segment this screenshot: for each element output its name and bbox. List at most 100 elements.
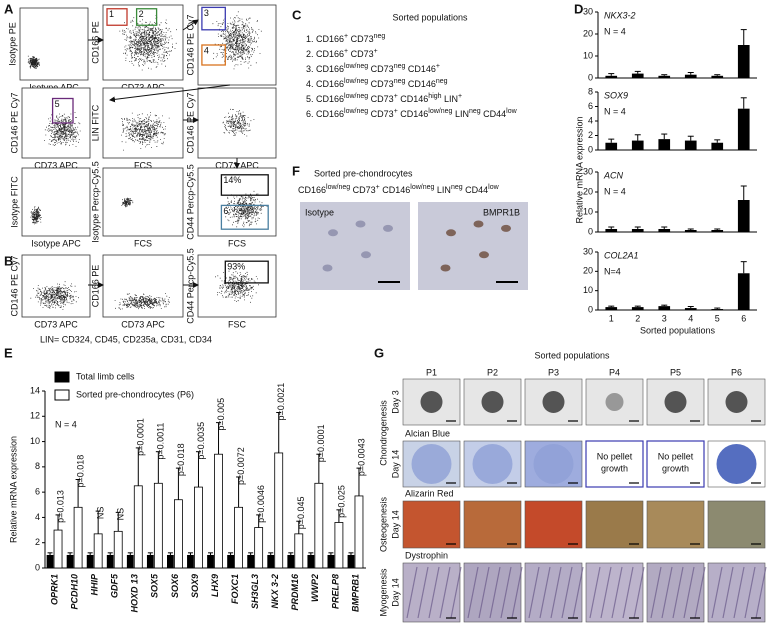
- text-part: CD44: [481, 109, 507, 119]
- myotube: [561, 566, 573, 619]
- stain-label: Alcian Blue: [405, 428, 450, 438]
- cell: [446, 229, 456, 237]
- y-tick-label: 6: [35, 487, 40, 497]
- column-header: P5: [670, 367, 681, 377]
- bar: [207, 554, 214, 569]
- myotube: [539, 566, 551, 619]
- x-axis-label: CD73 APC: [121, 82, 165, 92]
- text-part: 6. CD166: [306, 109, 344, 119]
- y-tick-label: 20: [583, 28, 593, 38]
- text-part: 4. CD166: [306, 79, 344, 89]
- cell: [322, 264, 333, 272]
- bar: [247, 554, 255, 569]
- note: N = 4: [55, 419, 77, 429]
- bar: [737, 273, 750, 310]
- myotube: [755, 566, 767, 619]
- x-tick-label: LHX9: [210, 574, 220, 597]
- cell: [501, 224, 511, 232]
- micrograph: [646, 500, 705, 549]
- p-value: p=0.0001: [316, 424, 326, 462]
- x-tick-label: BMPRB1: [350, 574, 360, 612]
- myotube: [683, 566, 695, 619]
- x-tick-label: SOX9: [190, 574, 200, 598]
- pellet: [411, 444, 452, 484]
- text-part: CD73: [368, 109, 394, 119]
- bar: [605, 142, 618, 150]
- day-label: Day 3: [390, 390, 400, 414]
- bar: [187, 554, 194, 569]
- note: N = 4: [604, 186, 626, 196]
- myotube: [633, 566, 645, 619]
- event-dots: [121, 197, 134, 208]
- x-axis-label: FCS: [228, 238, 246, 248]
- superscript: neg: [394, 63, 406, 70]
- y-tick-label: 4: [588, 115, 593, 125]
- x-axis-label: Isotype APC: [31, 238, 81, 248]
- superscript: low/neg: [326, 184, 350, 191]
- x-axis-label: Sorted populations: [640, 325, 716, 335]
- text-part: LIN: [442, 94, 459, 104]
- bar: [658, 229, 671, 232]
- superscript: neg: [436, 78, 448, 85]
- image-label: Isotype: [305, 207, 334, 217]
- gene-name: SOX9: [604, 90, 628, 100]
- x-tick-label: PRDM16: [290, 573, 300, 611]
- myotube: [428, 566, 440, 619]
- event-dots: [121, 112, 170, 151]
- bar: [274, 452, 284, 569]
- panel-subtitle: CD166low/neg CD73+ CD146low/neg LINneg C…: [298, 184, 500, 195]
- group-label: Osteogenesis: [378, 496, 388, 552]
- myotube: [650, 566, 662, 619]
- text-part: CD166: [298, 185, 326, 195]
- footnote: LIN= CD324, CD45, CD235a, CD31, CD34: [40, 334, 212, 344]
- myotube: [722, 566, 734, 619]
- superscript: low: [488, 184, 499, 191]
- p-value: p=0.0001: [136, 418, 146, 456]
- bar: [93, 533, 103, 569]
- p-value: NS: [96, 507, 106, 520]
- p-value: p=0.005: [216, 398, 226, 431]
- event-dots: [44, 112, 81, 147]
- p-value: p=0.0043: [356, 438, 366, 476]
- bar: [287, 554, 295, 569]
- superscript: low/neg: [344, 108, 368, 115]
- myotube: [572, 566, 584, 619]
- bar: [737, 108, 750, 150]
- plot-frame: [197, 254, 277, 318]
- gate: [106, 8, 128, 26]
- pellet: [664, 391, 687, 413]
- panel-label: A: [4, 1, 14, 16]
- bar: [605, 307, 618, 310]
- column-header: P3: [548, 367, 559, 377]
- text-part: 5. CD166: [306, 94, 344, 104]
- bar: [684, 308, 697, 310]
- flow-arrow: [109, 84, 231, 103]
- x-tick-label: HHIP: [90, 573, 100, 595]
- myotube: [500, 566, 512, 619]
- text-part: LIN: [452, 109, 469, 119]
- legend-swatch: [54, 389, 70, 401]
- myotube: [450, 566, 462, 619]
- y-tick-label: 0: [35, 562, 40, 572]
- panel-label: E: [4, 345, 13, 360]
- myotube: [600, 566, 612, 619]
- superscript: low/neg: [344, 63, 368, 70]
- myotube: [589, 566, 601, 619]
- bar: [631, 229, 644, 232]
- p-value: p=0.0035: [196, 422, 206, 460]
- y-axis-label: Relative mRNA expression: [8, 436, 18, 543]
- p-value: p=0.025: [336, 485, 346, 518]
- pellet: [481, 391, 504, 413]
- myotube: [622, 566, 634, 619]
- x-tick-label: PCDH10: [69, 574, 79, 610]
- cell: [328, 229, 338, 237]
- text-part: 3. CD166: [306, 64, 344, 74]
- p-value: p=0.0021: [276, 383, 286, 421]
- bar: [227, 554, 234, 569]
- panel-label: F: [292, 163, 300, 178]
- y-tick-label: 30: [583, 6, 593, 16]
- panel-label: C: [292, 7, 302, 22]
- x-tick-label: SOX6: [170, 573, 180, 598]
- gate: [224, 260, 269, 284]
